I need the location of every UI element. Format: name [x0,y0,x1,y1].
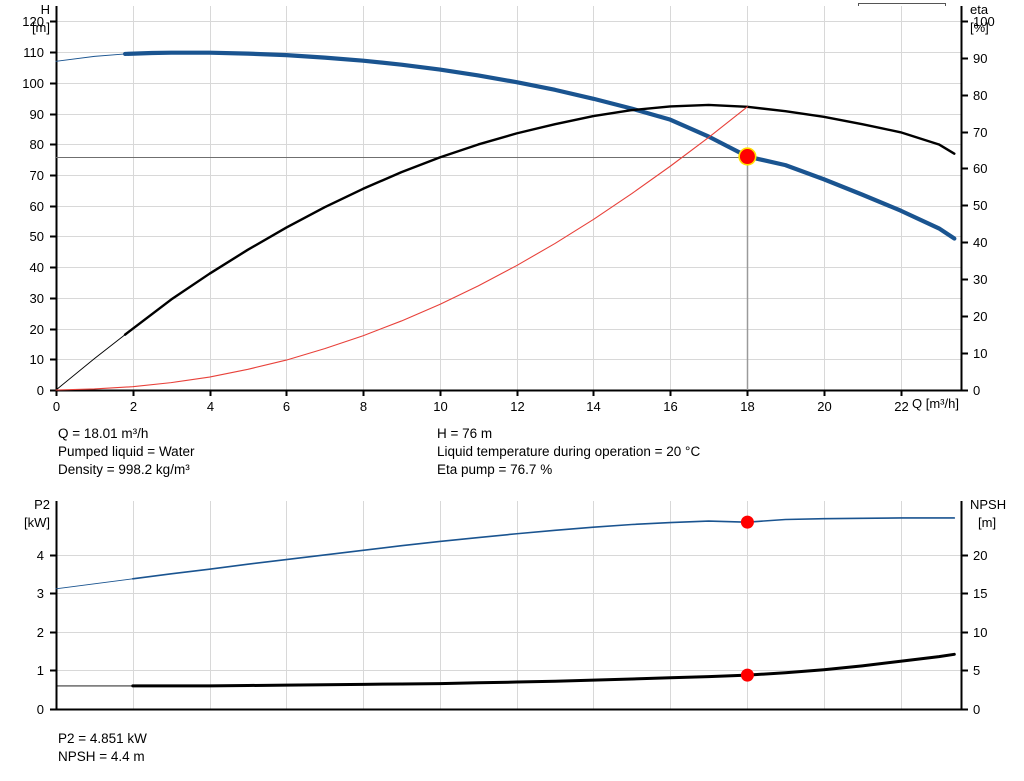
y-axis-tick-label: 40 [29,259,44,275]
chart1-y2-axis-title-line1: eta [970,2,989,17]
x-axis-tick-label: 6 [282,399,291,414]
y-axis-tick-label: 2 [36,624,44,640]
x-axis-tick-label: 22 [894,399,909,414]
head-efficiency-chart: H [m] eta [%] SP 18-10 R Q [m³/h] 010203… [22,2,995,414]
curve-power-ratio-reference-curve [55,106,748,391]
y2-axis-tick-label: 20 [973,547,988,563]
operating-point-marker [738,147,757,166]
y2-axis-tick-label: 30 [973,271,988,287]
power-npsh-chart: P2 [kW] NPSH [m] 0 1 2 3 4 0 5 10 15 20 [0,495,1024,720]
chart2-y2-axis-title-line1: NPSH [970,497,1007,512]
y-axis-tick-label: 0 [36,701,44,717]
y-axis-tick-label: 10 [29,351,44,367]
y2-axis-tick-label: 5 [973,662,981,678]
y-axis-tick-label: 90 [29,106,44,122]
x-axis-tick-label: 4 [206,399,215,414]
info-npsh: NPSH = 4.4 m [58,749,145,764]
x-axis-tick-label: 16 [663,399,678,414]
y-axis-tick-label: 1 [36,662,44,678]
y2-axis-tick-label: 0 [973,382,981,398]
y2-axis-tick-label: 10 [973,624,988,640]
x-axis-tick-label: 8 [359,399,368,414]
y2-axis-tick-label: 0 [973,701,981,717]
y-axis-tick-label: 20 [29,321,44,337]
chart1-x-axis-title: Q [m³/h] [912,396,959,411]
operating-point-marker [740,515,754,529]
info-h: H = 76 m [437,426,493,441]
info-q: Q = 18.01 m³/h [58,426,149,441]
x-axis-tick-label: 20 [817,399,832,414]
chart1-y-axis-title-line2: [m] [31,20,50,35]
x-axis-tick-label: 2 [129,399,138,414]
y2-axis-tick-label: 80 [973,87,988,103]
y-axis-tick-label: 60 [29,198,44,214]
operating-point-marker [740,668,754,682]
y-axis-tick-label: 70 [29,167,44,183]
x-axis-tick-label: 14 [586,399,601,414]
y2-axis-tick-label: 70 [973,124,988,140]
x-axis-tick-label: 18 [740,399,755,414]
y-axis-tick-label: 110 [23,44,44,60]
info-liquid-temperature: Liquid temperature during operation = 20… [437,444,701,459]
chart2-curves [50,501,968,711]
y-axis-tick-label: 4 [36,547,44,563]
chart2-y-axis-title-line2: [kW] [24,515,50,530]
y-axis-tick-label: 120 [22,13,44,29]
y2-axis-tick-label: 40 [973,234,988,250]
chart1-plot-area [56,6,962,390]
chart2-plot-area [56,501,962,709]
y2-axis-tick-label: 50 [973,197,988,213]
y2-axis-tick-label: 90 [973,50,988,66]
x-axis-tick-label: 12 [510,399,525,414]
chart1-curves [50,6,968,396]
info-p2: P2 = 4.851 kW [58,731,147,746]
x-axis-tick-label: 0 [52,399,61,414]
y2-axis-tick-label: 100 [973,13,995,29]
y-axis-tick-label: 50 [29,228,44,244]
curve-p2-power-curve [55,517,956,590]
curve-npsh-curve [55,652,956,688]
y2-axis-tick-label: 10 [973,345,988,361]
y2-axis-tick-label: 15 [973,585,988,601]
info-density: Density = 998.2 kg/m³ [58,462,190,477]
chart1-y-axis-title-line1: H [40,2,50,17]
y-axis-tick-label: 80 [29,136,44,152]
chart2-y2-axis-title-line2: [m] [978,515,997,530]
chart1-y2-axis-title-line2: [%] [970,20,989,35]
curve-h-head-curve [55,50,957,241]
y2-axis-tick-label: 60 [973,160,988,176]
curve-eta-efficiency-curve [55,103,956,391]
y-axis-tick-label: 100 [22,75,44,91]
chart2-y-axis-title-line1: P2 [34,497,50,512]
x-axis-tick-label: 10 [433,399,448,414]
y-axis-tick-label: 3 [36,585,44,601]
y2-axis-tick-label: 20 [973,308,988,324]
y-axis-tick-label: 30 [29,290,44,306]
y-axis-tick-label: 0 [36,382,44,398]
info-pumped-liquid: Pumped liquid = Water [58,444,195,459]
info-eta-pump: Eta pump = 76.7 % [437,462,553,477]
